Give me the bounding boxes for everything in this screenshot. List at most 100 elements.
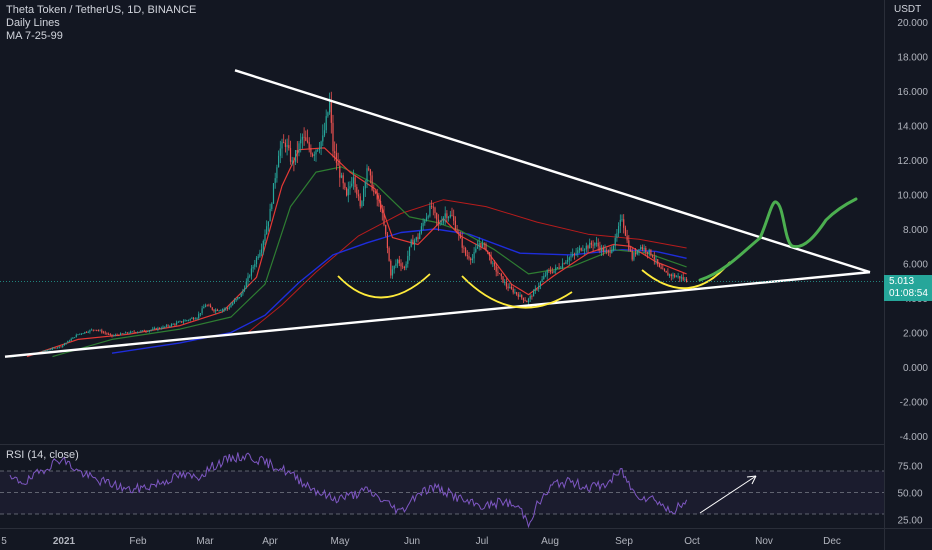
ma-long-red bbox=[247, 199, 687, 333]
rsi-arrow-line[interactable] bbox=[699, 475, 757, 514]
candle-body bbox=[679, 276, 681, 279]
candle-body bbox=[393, 265, 395, 270]
candle-body bbox=[592, 244, 594, 246]
rsi-label[interactable]: RSI (14, close) bbox=[6, 449, 79, 461]
candle-body bbox=[607, 250, 609, 252]
candle-body bbox=[153, 328, 156, 330]
candle-body bbox=[465, 248, 467, 256]
candle-body bbox=[619, 219, 621, 227]
candle-body bbox=[55, 347, 57, 349]
candle-body bbox=[442, 217, 445, 223]
candle-body bbox=[478, 243, 480, 247]
rsi-panel: 75.00 50.00 25.00 bbox=[0, 452, 923, 529]
time-tick-label: Aug bbox=[541, 536, 559, 547]
candle-body bbox=[114, 334, 116, 336]
cup-1[interactable] bbox=[337, 273, 431, 299]
candle-body bbox=[621, 219, 623, 221]
candle-body bbox=[199, 313, 201, 315]
candle-body bbox=[502, 276, 504, 283]
time-axis: 5 2021 Feb Mar Apr May Jun Jul Aug Sep Oct Nov Dec bbox=[1, 536, 841, 547]
lower-trendline[interactable] bbox=[4, 270, 871, 358]
candle-body bbox=[225, 308, 227, 309]
candle-body bbox=[143, 330, 145, 332]
candle-body bbox=[519, 294, 521, 297]
candle-body bbox=[218, 310, 220, 312]
candle-body bbox=[194, 318, 196, 320]
candle-body bbox=[446, 213, 448, 219]
candle-body bbox=[101, 330, 103, 333]
candle-body bbox=[75, 334, 77, 338]
upper-trendline[interactable] bbox=[234, 69, 871, 274]
candle-body bbox=[94, 329, 96, 331]
candle-body bbox=[102, 332, 105, 334]
cup-2[interactable] bbox=[461, 275, 573, 309]
candle-body bbox=[417, 237, 419, 239]
candle-body bbox=[159, 327, 161, 329]
candle-body bbox=[456, 229, 458, 233]
candle-body bbox=[675, 276, 677, 278]
candle-body bbox=[113, 335, 115, 337]
candle-body bbox=[184, 320, 186, 322]
candle-body bbox=[533, 291, 535, 297]
candle-body bbox=[529, 296, 531, 299]
candle-body bbox=[595, 242, 598, 244]
candle-body bbox=[142, 330, 144, 332]
projection-path[interactable] bbox=[698, 197, 858, 282]
candle-body bbox=[240, 293, 242, 298]
candle-body bbox=[488, 252, 490, 256]
candle-body bbox=[121, 333, 123, 335]
candle-body bbox=[551, 271, 553, 273]
candle-body bbox=[575, 253, 577, 255]
candle-body bbox=[274, 178, 276, 184]
candle-body bbox=[108, 334, 110, 335]
candle-body bbox=[255, 257, 258, 265]
candle-body bbox=[228, 307, 230, 309]
candle-body bbox=[244, 288, 246, 291]
candle-body bbox=[216, 309, 218, 311]
candle-body bbox=[187, 320, 190, 321]
candle-body bbox=[522, 297, 524, 301]
candle-body bbox=[580, 248, 582, 251]
candle-body bbox=[310, 148, 312, 155]
candle-body bbox=[655, 259, 657, 261]
candle-body bbox=[150, 329, 152, 331]
candle-body bbox=[286, 145, 288, 147]
candle-body bbox=[526, 301, 528, 303]
candle-body bbox=[177, 321, 179, 323]
candle-body bbox=[497, 271, 499, 274]
candle-body bbox=[422, 223, 424, 227]
candle-body bbox=[97, 330, 99, 331]
candle-body bbox=[536, 288, 538, 290]
candle-body bbox=[271, 203, 273, 209]
candle-body bbox=[272, 183, 275, 204]
candle-body bbox=[170, 324, 173, 327]
time-tick-label: Oct bbox=[684, 536, 700, 547]
legend-ma[interactable]: MA 7-25-99 bbox=[6, 30, 63, 42]
candle-body bbox=[587, 245, 589, 249]
candle-body bbox=[660, 267, 662, 269]
candle-body bbox=[182, 321, 184, 323]
candle-body bbox=[123, 333, 125, 335]
candle-body bbox=[407, 255, 409, 264]
candle-body bbox=[633, 252, 635, 260]
candle-body bbox=[640, 247, 642, 250]
candle-body bbox=[521, 294, 523, 298]
candle-body bbox=[568, 257, 570, 261]
candle-body bbox=[657, 259, 659, 265]
candle-body bbox=[305, 137, 307, 141]
candle-body bbox=[357, 194, 360, 197]
legend-symbol[interactable]: Theta Token / TetherUS, 1D, BINANCE bbox=[6, 4, 197, 16]
candle-body bbox=[174, 323, 176, 325]
cup-3[interactable] bbox=[641, 261, 731, 290]
candle-body bbox=[267, 221, 269, 227]
candle-body bbox=[412, 239, 414, 245]
candle-body bbox=[645, 248, 647, 252]
candle-body bbox=[303, 136, 305, 138]
candle-body bbox=[269, 208, 271, 222]
candle-body bbox=[604, 249, 606, 253]
candle-body bbox=[306, 140, 309, 143]
price-tick-label: 18.000 bbox=[897, 53, 928, 64]
candle-body bbox=[147, 331, 149, 333]
last-price: 5.013 bbox=[889, 276, 915, 287]
